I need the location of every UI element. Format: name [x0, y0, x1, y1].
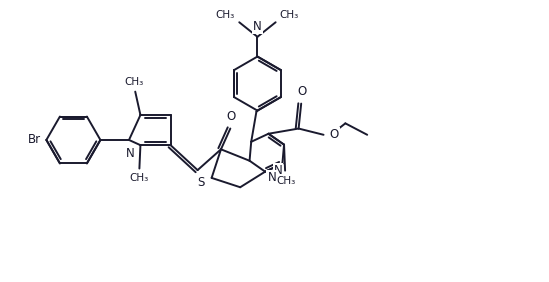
- Text: O: O: [330, 128, 339, 141]
- Text: CH₃: CH₃: [216, 10, 235, 20]
- Text: N: N: [126, 147, 135, 160]
- Text: O: O: [227, 110, 236, 123]
- Text: Br: Br: [28, 133, 41, 146]
- Text: N: N: [273, 164, 282, 177]
- Text: O: O: [298, 85, 307, 98]
- Text: CH₃: CH₃: [280, 10, 299, 20]
- Text: CH₃: CH₃: [125, 78, 144, 87]
- Text: CH₃: CH₃: [277, 176, 296, 186]
- Text: N: N: [253, 20, 262, 33]
- Text: CH₃: CH₃: [130, 173, 149, 183]
- Text: N: N: [267, 171, 276, 184]
- Text: S: S: [197, 176, 204, 189]
